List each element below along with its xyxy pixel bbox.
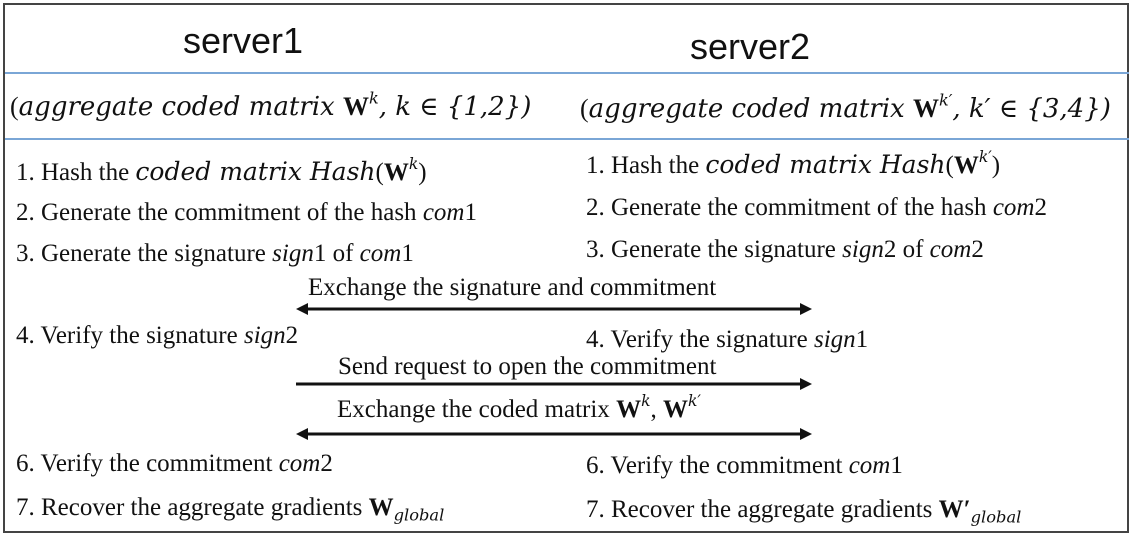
server2-step-4: 4. Verify the signature sign1 <box>586 326 869 353</box>
aggregate-divider <box>5 138 1129 140</box>
server2-step-2: 2. Generate the commitment of the hash c… <box>586 194 1047 221</box>
server1-aggregate: (aggregate coded matrix Wk, k ∈ {1,2}) <box>10 88 532 122</box>
open-request-arrow <box>296 378 812 390</box>
server1-step-7: 7. Recover the aggregate gradients Wglob… <box>16 494 445 525</box>
server2-step-6: 6. Verify the commitment com1 <box>586 452 903 479</box>
server2-step-3: 3. Generate the signature sign2 of com2 <box>586 236 984 263</box>
exchange-signature-label: Exchange the signature and commitment <box>308 274 717 301</box>
server1-step-6: 6. Verify the commitment com2 <box>16 450 333 477</box>
server2-step-7: 7. Recover the aggregate gradients W′glo… <box>586 496 1022 527</box>
server1-step-3: 3. Generate the signature sign1 of com1 <box>16 240 414 267</box>
exchange-matrix-arrow <box>296 428 812 440</box>
exchange-signature-arrow <box>296 303 812 315</box>
server1-step-2: 2. Generate the commitment of the hash c… <box>16 199 477 226</box>
server1-step-4: 4. Verify the signature sign2 <box>16 322 299 349</box>
header-divider <box>5 72 1129 74</box>
server2-aggregate: (aggregate coded matrix Wk′, k′ ∈ {3,4}) <box>580 90 1111 124</box>
exchange-matrix-label: Exchange the coded matrix Wk, Wk′ <box>337 392 701 423</box>
diagram-frame <box>3 3 1129 533</box>
server2-header: server2 <box>690 26 811 67</box>
server2-step-1: 1. Hash the coded matrix Hash(Wk′) <box>586 148 1001 179</box>
server1-step-1: 1. Hash the coded matrix Hash(Wk) <box>16 155 427 186</box>
open-request-label: Send request to open the commitment <box>338 353 717 380</box>
server1-header: server1 <box>183 20 304 61</box>
